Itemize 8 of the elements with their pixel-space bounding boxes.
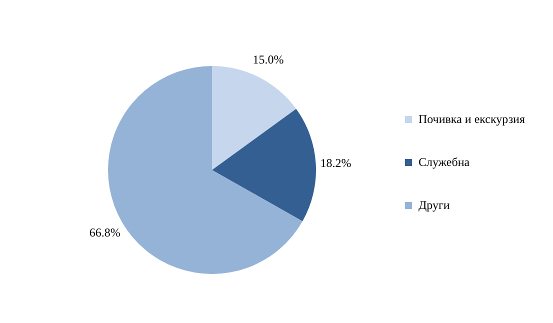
- pie-slice: [212, 108, 316, 222]
- legend-label: Други: [418, 198, 450, 213]
- data-label: 18.2%: [320, 156, 352, 170]
- data-label: 66.8%: [89, 225, 120, 240]
- data-label: 15.0%: [252, 52, 284, 67]
- legend-label: Служебна: [418, 155, 470, 170]
- pie-slice: [212, 66, 296, 170]
- legend-label: Почивка и екскурзия: [418, 112, 525, 127]
